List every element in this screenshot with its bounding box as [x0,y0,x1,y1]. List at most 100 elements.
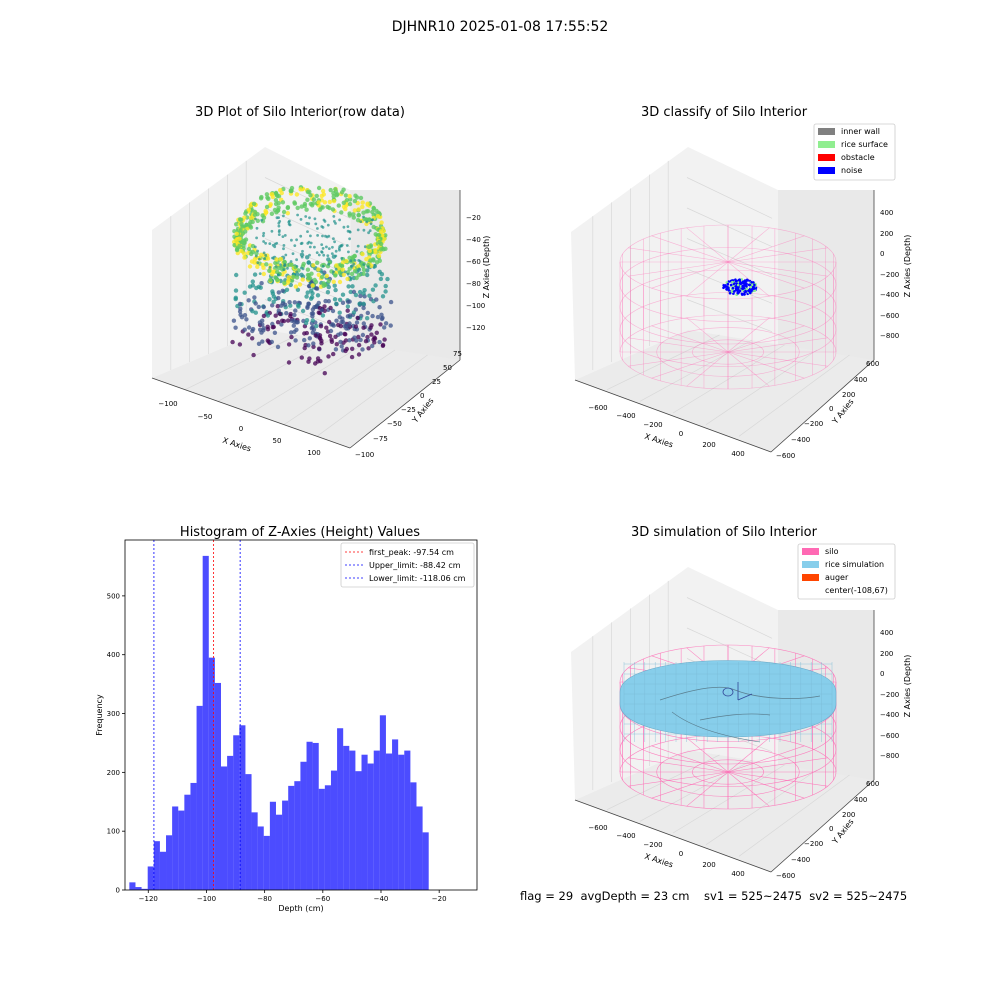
silo-spoke [727,771,770,807]
raw-point [307,336,312,341]
raw-point [313,245,316,249]
histogram-bar [196,705,203,890]
raw-panel-title: 3D Plot of Silo Interior(row data) [195,105,405,120]
histogram-bar [404,750,411,890]
raw-point [372,340,377,345]
raw-point [322,253,326,257]
raw-point [295,265,299,268]
raw-point [310,311,316,316]
raw-x-tick: −50 [198,413,213,421]
raw-point [243,229,248,234]
raw-point [367,231,370,235]
raw-point [306,343,311,348]
classify-x-tick: 200 [702,441,715,449]
raw-point [326,254,330,257]
legend-label: auger [825,573,849,582]
raw-point [328,328,334,334]
histogram-bar [282,800,289,890]
raw-point [315,293,321,298]
raw-point [264,253,268,257]
raw-point [269,192,275,197]
raw-point [321,247,325,250]
raw-point [248,220,253,225]
raw-point [334,254,338,258]
raw-point [242,251,247,256]
raw-point [331,351,336,357]
legend-swatch [818,128,835,135]
raw-point [243,237,249,242]
raw-point [275,304,280,309]
raw-point [270,289,275,294]
raw-point [311,341,316,346]
raw-point [233,325,238,330]
histogram-bar [349,750,356,890]
raw-point [337,279,343,285]
classified-point [750,281,753,284]
raw-point [347,213,352,218]
raw-point [273,313,278,318]
raw-y-tick: −25 [401,406,416,414]
raw-point [268,202,273,207]
raw-point [361,325,366,330]
silo-spoke [686,737,729,773]
raw-point [377,269,382,274]
simulation-x-tick: −600 [588,824,607,832]
silo-spoke [727,737,770,773]
histogram-bar [129,882,136,890]
raw-point [321,283,326,288]
raw-point [261,313,267,319]
raw-point [321,234,324,238]
raw-point [254,254,258,258]
raw-point [309,288,314,293]
simulation-y-tick: −400 [791,856,810,864]
raw-point [349,354,355,360]
raw-point [246,207,251,212]
legend-entry-rice-surface: rice surface [818,140,888,149]
silo-spoke [727,325,805,353]
raw-point [356,207,361,212]
y-tick-label: 300 [107,710,120,718]
silo-ring [619,292,837,367]
classified-points [722,278,758,297]
simulation-y-tick: 400 [854,796,867,804]
histogram-bar [208,657,215,890]
y-tick-label: 200 [107,769,120,777]
raw-point [300,266,303,270]
classified-point [727,286,730,290]
raw-point [300,241,304,245]
raw-point [346,284,351,289]
silo-spoke [628,757,729,773]
raw-point [242,290,247,295]
raw-x-tick: 100 [307,449,320,457]
histogram-bar [135,887,142,890]
histogram-bar [373,750,380,890]
raw-point [330,207,336,212]
raw-point [263,257,266,260]
raw-point [354,320,360,325]
classified-point [732,292,735,295]
silo-spoke [727,771,805,799]
raw-point [262,234,265,238]
silo-spoke [651,325,729,353]
raw-point [276,273,280,277]
raw-point [330,308,336,314]
y-tick-label: 0 [116,887,120,895]
raw-point [308,216,311,220]
raw-point [339,190,345,195]
raw-point [254,217,257,221]
classified-point [752,287,756,291]
simulation-z-tick: 0 [880,670,884,678]
raw-point [271,299,276,304]
raw-point [246,332,251,337]
raw-point [232,242,237,248]
raw-point [339,344,344,349]
raw-point [379,247,384,252]
raw-point [353,259,357,262]
raw-point [348,230,352,234]
raw-point [276,290,281,295]
legend-swatch [818,154,835,161]
raw-point [259,194,264,200]
histogram-x-label: Depth (cm) [278,904,323,913]
raw-point [370,287,376,292]
histogram-bar [416,806,423,890]
